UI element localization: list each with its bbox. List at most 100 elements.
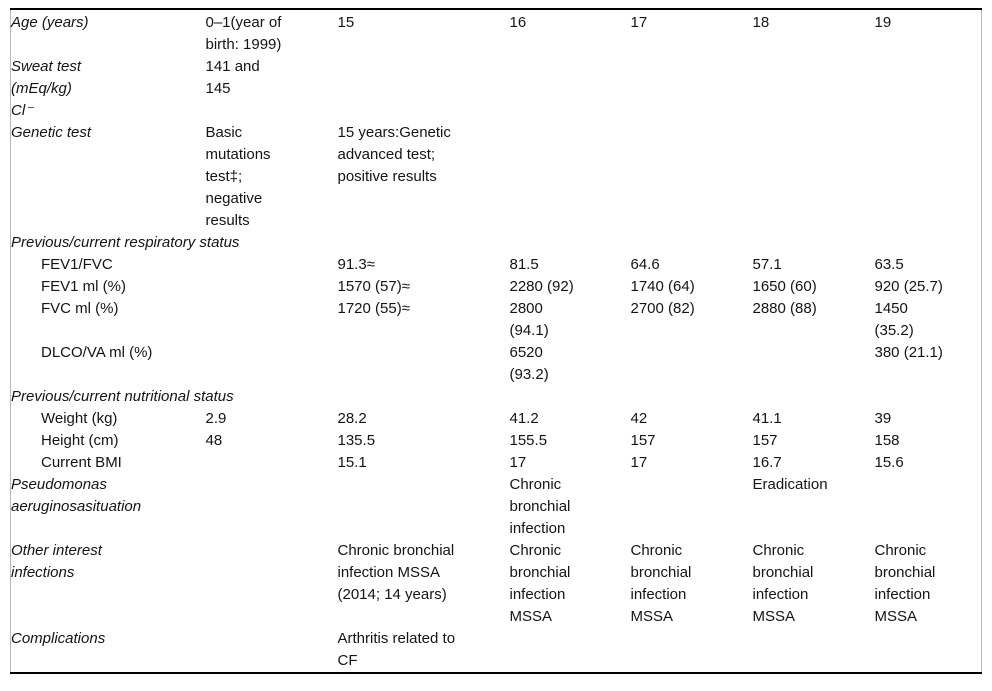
- cell: [631, 56, 753, 122]
- table-row-bmi: Current BMI 15.1 17 17 16.7 15.6: [11, 452, 982, 474]
- cell: [206, 628, 338, 673]
- cell: 17: [509, 454, 527, 471]
- table-row-fvc: FVC ml (%) 1720 (55)≈ 2800 (94.1) 2700 (…: [11, 298, 982, 342]
- cell: [510, 56, 631, 122]
- table-row-dlco-va: DLCO/VA ml (%) 6520 (93.2) 380 (21.1): [11, 342, 982, 386]
- row-label: Genetic test: [11, 124, 92, 141]
- cell: [206, 254, 338, 276]
- row-label: Height (cm): [41, 432, 119, 449]
- cell: Chronic bronchial infection MSSA: [509, 542, 571, 625]
- cell: [206, 298, 338, 342]
- table-row-fev1: FEV1 ml (%) 1570 (57)≈ 2280 (92) 1740 (6…: [11, 276, 982, 298]
- section-row-nutritional: Previous/current nutritional status: [11, 386, 982, 408]
- cell: 1740 (64): [630, 278, 695, 295]
- section-row-respiratory: Previous/current respiratory status: [11, 232, 982, 254]
- cell: 19: [874, 14, 892, 31]
- row-label: Age (years): [11, 14, 89, 31]
- cell: [631, 628, 753, 673]
- section-label: Previous/current nutritional status: [11, 388, 234, 405]
- cell: 39: [874, 410, 892, 427]
- cell: 380 (21.1): [874, 344, 943, 361]
- table-row-complications: Complications Arthritis related to CF: [11, 628, 982, 673]
- cell: [875, 474, 982, 540]
- cell: 0–1(year of birth: 1999): [205, 14, 282, 53]
- cell: 18: [752, 14, 770, 31]
- table-row-fev1-fvc: FEV1/FVC 91.3≈ 81.5 64.6 57.1 63.5: [11, 254, 982, 276]
- cell: [338, 56, 510, 122]
- cell: 2800 (94.1): [509, 300, 549, 339]
- row-label: FVC ml (%): [41, 300, 119, 317]
- table-row-genetic-test: Genetic test Basic mutations test‡; nega…: [11, 122, 982, 232]
- row-label: FEV1 ml (%): [41, 278, 127, 295]
- cell: 15.1: [337, 454, 367, 471]
- table-row-height: Height (cm) 48 135.5 155.5 157 157 158: [11, 430, 982, 452]
- cell: Chronic bronchial infection MSSA (2014; …: [337, 542, 455, 603]
- cell: 17: [630, 454, 648, 471]
- row-label: FEV1/FVC: [41, 256, 113, 273]
- cell: 16.7: [752, 454, 782, 471]
- cell: 2280 (92): [509, 278, 574, 295]
- row-label: Sweat test (mEq/kg) Cl⁻: [11, 58, 82, 119]
- cell: 6520 (93.2): [509, 344, 549, 383]
- cell: 91.3≈: [337, 256, 375, 273]
- cell: 1450 (35.2): [874, 300, 914, 339]
- cell: [753, 56, 875, 122]
- cell: 135.5: [337, 432, 376, 449]
- cell: Chronic bronchial infection MSSA: [874, 542, 936, 625]
- cell: 42: [630, 410, 648, 427]
- cell: Chronic bronchial infection MSSA: [752, 542, 814, 625]
- cell: [875, 628, 982, 673]
- cell: [753, 628, 875, 673]
- patient-clinical-table: Age (years) 0–1(year of birth: 1999) 15 …: [10, 8, 982, 674]
- cell: 15.6: [874, 454, 904, 471]
- cell: 15: [337, 14, 355, 31]
- cell: [875, 56, 982, 122]
- cell: [206, 474, 338, 540]
- table-row-age: Age (years) 0–1(year of birth: 1999) 15 …: [11, 9, 982, 56]
- cell: 155.5: [509, 432, 548, 449]
- table-row-other-infections: Other interest infections Chronic bronch…: [11, 540, 982, 628]
- cell: 28.2: [337, 410, 367, 427]
- cell: 48: [205, 432, 223, 449]
- cell: Chronic bronchial infection MSSA: [630, 542, 692, 625]
- cell: [753, 122, 875, 232]
- cell: [206, 540, 338, 628]
- row-label: Pseudomonas aeruginosasituation: [11, 476, 142, 515]
- cell: Arthritis related to CF: [337, 630, 456, 669]
- row-label: DLCO/VA ml (%): [41, 344, 153, 361]
- section-label: Previous/current respiratory status: [11, 234, 240, 251]
- cell: 157: [752, 432, 778, 449]
- cell: [206, 276, 338, 298]
- cell: [338, 342, 510, 386]
- cell: 1650 (60): [752, 278, 817, 295]
- cell: [631, 474, 753, 540]
- cell: 2.9: [205, 410, 227, 427]
- cell: Basic mutations test‡; negative results: [205, 124, 271, 229]
- cell: 16: [509, 14, 527, 31]
- cell: 41.2: [509, 410, 539, 427]
- cell: 920 (25.7): [874, 278, 943, 295]
- cell: 17: [630, 14, 648, 31]
- cell: 81.5: [509, 256, 539, 273]
- cell: Chronic bronchial infection: [509, 476, 571, 537]
- cell: 157: [630, 432, 656, 449]
- cell: 2880 (88): [752, 300, 817, 317]
- cell: [510, 122, 631, 232]
- cell: [338, 474, 510, 540]
- cell: [206, 342, 338, 386]
- cell: 2700 (82): [630, 300, 695, 317]
- cell: [206, 452, 338, 474]
- cell: 141 and 145: [205, 58, 260, 97]
- cell: 1570 (57)≈: [337, 278, 410, 295]
- cell: [631, 122, 753, 232]
- cell: 1720 (55)≈: [337, 300, 410, 317]
- cell: [631, 342, 753, 386]
- table-row-pseudomonas: Pseudomonas aeruginosasituation Chronic …: [11, 474, 982, 540]
- row-label: Weight (kg): [41, 410, 118, 427]
- cell: 63.5: [874, 256, 904, 273]
- cell: 158: [874, 432, 900, 449]
- cell: [875, 122, 982, 232]
- row-label: Other interest infections: [11, 542, 102, 581]
- cell: 41.1: [752, 410, 782, 427]
- cell: [510, 628, 631, 673]
